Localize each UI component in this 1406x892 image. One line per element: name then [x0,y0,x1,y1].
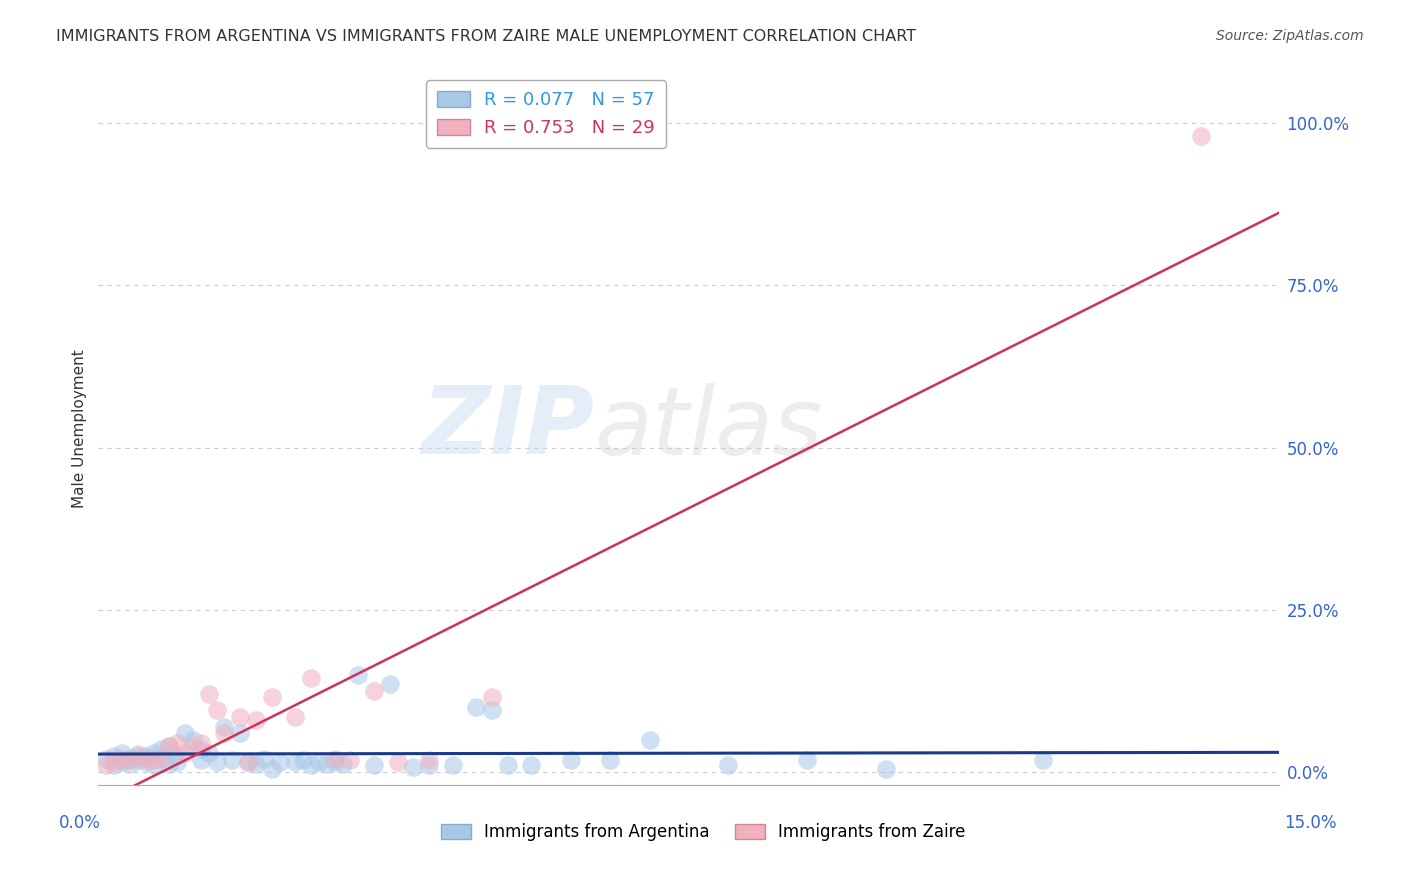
Point [284,756,307,770]
Point [875,762,897,776]
Point [299,758,322,772]
Point [1032,753,1054,767]
Text: Source: ZipAtlas.com: Source: ZipAtlas.com [1216,29,1364,43]
Point [127,747,149,761]
Point [135,752,157,766]
Point [166,756,188,770]
Legend: Immigrants from Argentina, Immigrants from Zaire: Immigrants from Argentina, Immigrants fr… [434,817,972,848]
Point [166,748,188,763]
Point [323,752,346,766]
Point [269,756,291,770]
Point [284,710,307,724]
Point [229,710,252,724]
Point [181,732,204,747]
Point [135,748,157,763]
Point [157,739,180,753]
Point [402,760,425,774]
Point [332,757,354,772]
Point [135,756,157,770]
Point [118,753,141,767]
Point [363,758,385,772]
Point [111,752,134,766]
Point [96,758,118,772]
Point [190,753,212,767]
Point [323,756,346,770]
Point [150,742,173,756]
Point [111,756,134,770]
Point [118,757,141,772]
Point [150,752,173,766]
Point [465,700,488,714]
Point [299,671,322,685]
Point [560,753,582,767]
Point [245,757,267,772]
Point [717,758,740,772]
Text: IMMIGRANTS FROM ARGENTINA VS IMMIGRANTS FROM ZAIRE MALE UNEMPLOYMENT CORRELATION: IMMIGRANTS FROM ARGENTINA VS IMMIGRANTS … [56,29,917,44]
Point [347,667,370,681]
Text: atlas: atlas [595,383,823,474]
Point [214,726,236,740]
Point [245,713,267,727]
Point [157,739,180,753]
Point [260,762,283,776]
Point [103,756,125,770]
Point [142,753,165,767]
Point [260,690,283,705]
Legend: R = 0.077   N = 57, R = 0.753   N = 29: R = 0.077 N = 57, R = 0.753 N = 29 [426,80,665,147]
Point [496,758,519,772]
Point [111,746,134,760]
Point [118,750,141,764]
Point [127,748,149,763]
Point [378,677,401,691]
Point [236,756,259,770]
Point [441,758,464,772]
Point [1189,129,1212,144]
Point [197,746,219,760]
Text: 0.0%: 0.0% [59,814,101,831]
Point [205,756,228,770]
Text: ZIP: ZIP [422,382,595,475]
Text: 15.0%: 15.0% [1284,814,1337,831]
Point [174,726,197,740]
Point [157,757,180,772]
Point [481,690,503,705]
Y-axis label: Male Unemployment: Male Unemployment [72,349,87,508]
Point [418,758,440,772]
Point [481,703,503,717]
Point [166,736,188,750]
Point [205,703,228,717]
Point [418,753,440,767]
Point [174,746,197,760]
Point [103,748,125,763]
Point [315,757,337,772]
Point [190,742,212,756]
Point [214,720,236,734]
Point [638,732,661,747]
Point [796,753,818,767]
Point [339,753,361,767]
Point [181,740,204,755]
Point [103,758,125,772]
Point [190,736,212,750]
Point [363,684,385,698]
Point [197,687,219,701]
Point [142,758,165,772]
Point [229,726,252,740]
Point [520,758,543,772]
Point [96,752,118,766]
Point [599,753,621,767]
Point [150,750,173,764]
Point [292,753,315,767]
Point [387,756,409,770]
Point [142,746,165,760]
Point [236,756,259,770]
Point [127,753,149,767]
Point [308,756,330,770]
Point [221,753,243,767]
Point [253,752,276,766]
